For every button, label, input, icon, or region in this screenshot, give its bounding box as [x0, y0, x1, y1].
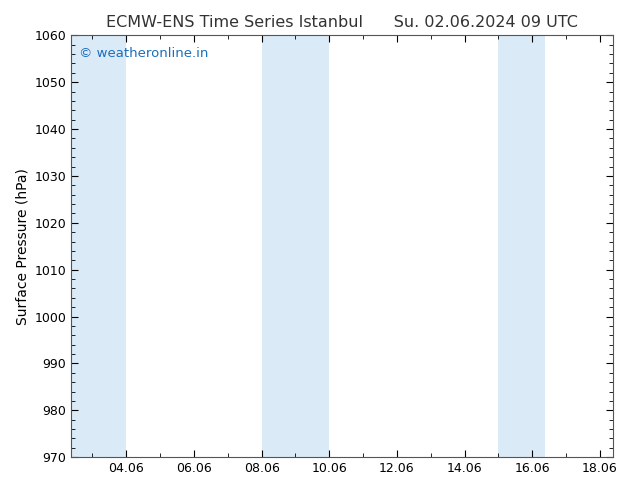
Bar: [71, 35, 126, 457]
Bar: [498, 35, 545, 457]
Bar: [262, 35, 329, 457]
Text: © weatheronline.in: © weatheronline.in: [79, 47, 209, 60]
Y-axis label: Surface Pressure (hPa): Surface Pressure (hPa): [15, 168, 29, 325]
Title: ECMW-ENS Time Series Istanbul      Su. 02.06.2024 09 UTC: ECMW-ENS Time Series Istanbul Su. 02.06.…: [106, 15, 578, 30]
